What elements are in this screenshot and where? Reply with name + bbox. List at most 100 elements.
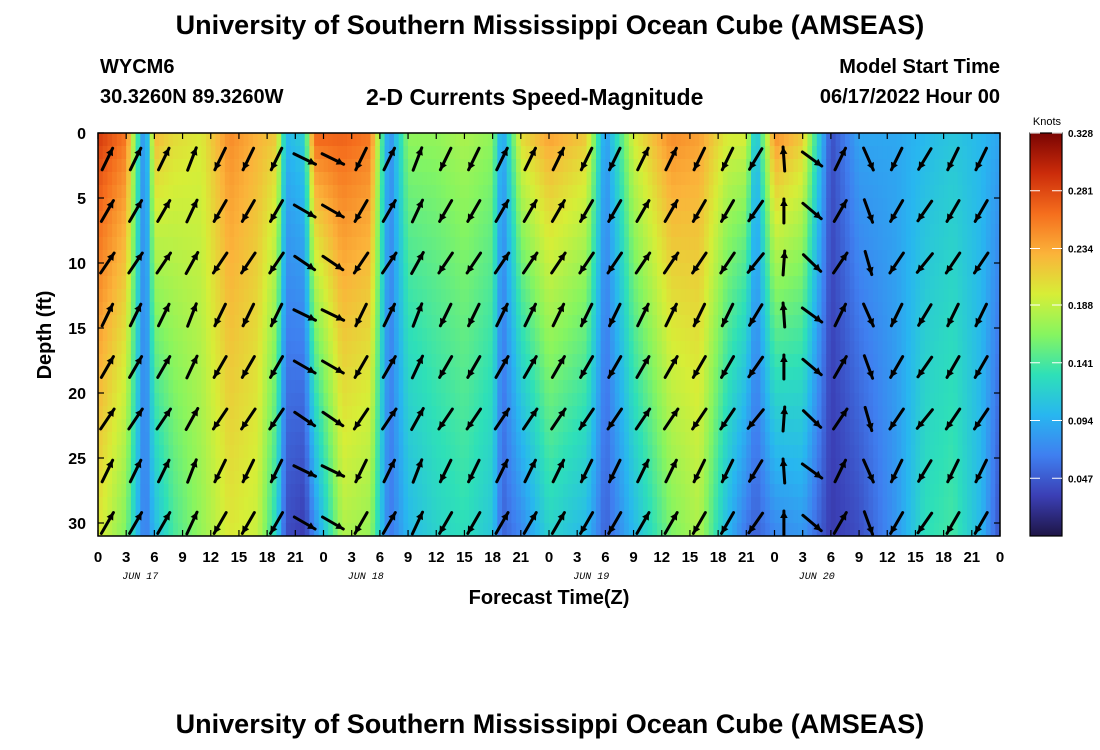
heat-cell xyxy=(323,367,329,381)
heat-cell xyxy=(689,484,696,498)
heat-cell xyxy=(788,250,794,264)
heat-cell xyxy=(220,224,226,238)
heat-cell xyxy=(680,471,686,485)
heat-cell xyxy=(201,380,207,394)
heat-cell xyxy=(567,367,574,381)
heat-cell xyxy=(107,224,113,238)
heat-cell xyxy=(483,159,489,173)
heat-cell xyxy=(624,523,630,536)
heat-cell xyxy=(144,510,151,524)
heat-cell xyxy=(816,289,823,303)
heat-cell xyxy=(384,367,390,381)
heat-cell xyxy=(238,211,245,225)
heat-cell xyxy=(530,341,536,355)
heat-cell xyxy=(826,406,832,420)
heat-cell xyxy=(685,263,691,277)
heat-cell xyxy=(708,432,715,446)
heat-cell xyxy=(619,276,625,290)
heat-cell xyxy=(309,211,315,225)
heat-cell xyxy=(487,354,494,368)
heat-cell xyxy=(450,133,456,147)
heat-cell xyxy=(680,354,686,368)
heat-cell xyxy=(455,445,461,459)
heat-cell xyxy=(549,393,555,407)
heat-cell xyxy=(135,172,141,186)
heat-cell xyxy=(346,211,353,225)
heat-cell xyxy=(98,289,104,303)
heat-cell xyxy=(567,172,574,186)
heat-cell xyxy=(168,133,174,147)
heat-cell xyxy=(751,432,757,446)
heat-cell xyxy=(769,484,776,498)
heat-cell xyxy=(563,328,569,342)
heat-cell xyxy=(206,159,212,173)
heat-cell xyxy=(290,471,296,485)
heat-cell xyxy=(483,419,489,433)
heat-cell xyxy=(422,224,428,238)
heat-cell xyxy=(431,497,437,511)
heat-cell xyxy=(689,211,696,225)
heat-cell xyxy=(844,484,851,498)
heat-cell xyxy=(708,237,715,251)
heat-cell xyxy=(365,471,372,485)
heat-cell xyxy=(638,393,644,407)
heat-cell xyxy=(361,289,367,303)
heat-cell xyxy=(393,523,400,536)
heat-cell xyxy=(300,484,306,498)
heat-cell xyxy=(708,224,715,238)
heat-cell xyxy=(271,198,278,212)
heat-cell xyxy=(657,159,663,173)
heat-cell xyxy=(196,523,202,536)
heat-cell xyxy=(168,172,174,186)
heat-cell xyxy=(553,328,559,342)
heat-cell xyxy=(539,341,545,355)
heat-cell xyxy=(177,367,184,381)
heat-cell xyxy=(826,198,832,212)
heat-cell xyxy=(680,289,686,303)
heat-cell xyxy=(163,432,170,446)
heat-cell xyxy=(774,211,780,225)
heat-cell xyxy=(633,237,639,251)
heat-cell xyxy=(544,523,550,536)
heat-cell xyxy=(506,432,513,446)
heat-cell xyxy=(718,341,724,355)
heat-cell xyxy=(666,211,672,225)
heat-cell xyxy=(844,172,851,186)
heat-cell xyxy=(722,185,729,199)
heat-cell xyxy=(234,159,240,173)
heat-cell xyxy=(619,497,625,511)
heat-cell xyxy=(675,341,682,355)
heat-cell xyxy=(168,432,174,446)
heat-cell xyxy=(610,354,616,368)
heat-cell xyxy=(511,250,517,264)
heat-cell xyxy=(422,315,428,329)
heat-cell xyxy=(201,198,207,212)
heat-cell xyxy=(168,185,174,199)
heat-cell xyxy=(671,471,677,485)
heat-cell xyxy=(478,406,484,420)
heat-cell xyxy=(628,315,635,329)
heat-cell xyxy=(440,224,447,238)
heat-cell xyxy=(323,198,329,212)
heat-cell xyxy=(370,133,376,147)
heat-cell xyxy=(727,341,733,355)
heat-cell xyxy=(652,146,658,160)
heat-cell xyxy=(276,159,282,173)
heat-cell xyxy=(492,445,498,459)
heat-cell xyxy=(779,289,785,303)
heat-cell xyxy=(689,302,696,316)
heat-cell xyxy=(577,471,583,485)
heat-cell xyxy=(567,185,574,199)
heat-cell xyxy=(534,354,541,368)
heat-cell xyxy=(290,263,296,277)
heat-cell xyxy=(426,328,433,342)
heat-cell xyxy=(788,471,794,485)
heat-cell xyxy=(699,315,705,329)
heat-cell xyxy=(121,380,127,394)
heat-cell xyxy=(605,393,611,407)
heat-cell xyxy=(464,289,470,303)
heat-cell xyxy=(506,146,513,160)
heat-cell xyxy=(328,497,334,511)
heat-cell xyxy=(699,263,705,277)
heat-cell xyxy=(276,263,282,277)
